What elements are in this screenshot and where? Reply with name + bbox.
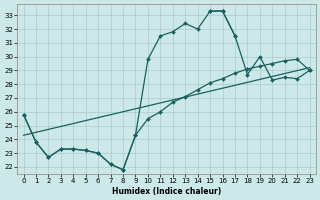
X-axis label: Humidex (Indice chaleur): Humidex (Indice chaleur) — [112, 187, 221, 196]
